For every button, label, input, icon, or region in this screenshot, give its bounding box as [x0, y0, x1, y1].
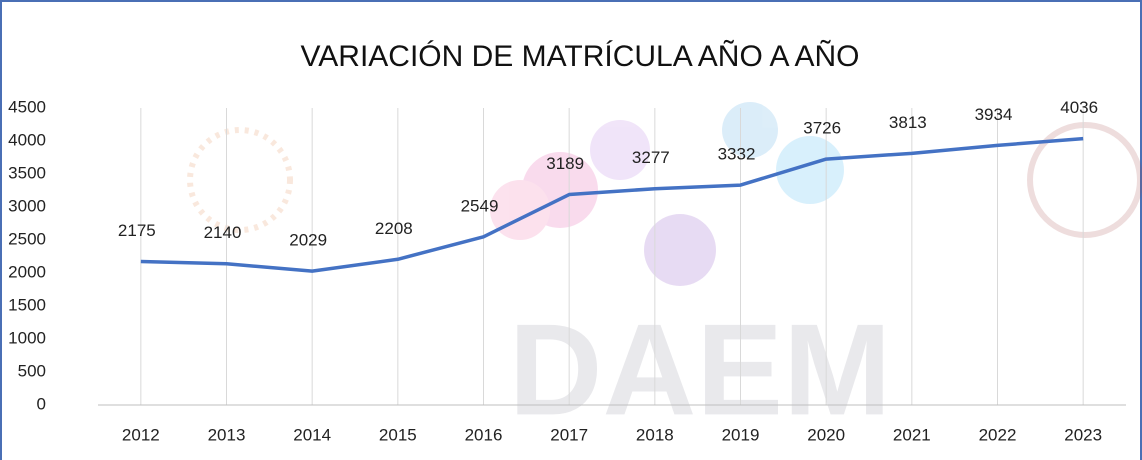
data-label: 3726 — [803, 119, 841, 138]
svg-text:DAEM: DAEM — [509, 296, 892, 442]
y-tick-label: 1000 — [8, 328, 46, 347]
y-tick-label: 2000 — [8, 262, 46, 281]
x-tick-label: 2014 — [293, 425, 331, 444]
x-tick-label: 2013 — [208, 425, 246, 444]
x-tick-label: 2020 — [807, 425, 845, 444]
data-label: 2549 — [461, 196, 499, 215]
data-label: 3189 — [546, 154, 584, 173]
x-tick-label: 2023 — [1064, 425, 1102, 444]
x-tick-label: 2021 — [893, 425, 931, 444]
x-tick-label: 2019 — [722, 425, 760, 444]
y-tick-label: 4000 — [8, 130, 46, 149]
data-label: 3332 — [718, 145, 756, 164]
data-label: 3934 — [975, 105, 1013, 124]
chart-title: VARIACIÓN DE MATRÍCULA AÑO A AÑO — [300, 39, 859, 73]
data-label: 2140 — [204, 223, 242, 242]
y-tick-label: 0 — [37, 394, 46, 413]
data-label: 2208 — [375, 219, 413, 238]
x-tick-label: 2016 — [465, 425, 503, 444]
data-label: 3277 — [632, 148, 670, 167]
data-label: 2175 — [118, 221, 156, 240]
x-tick-label: 2012 — [122, 425, 160, 444]
chart: DAEM VARIACIÓN DE MATRÍCULA AÑO A AÑO 0 5… — [0, 0, 1142, 460]
data-label: 2029 — [289, 231, 327, 250]
x-tick-label: 2022 — [979, 425, 1017, 444]
y-tick-label: 3000 — [8, 196, 46, 215]
y-tick-label: 2500 — [8, 229, 46, 248]
y-tick-label: 4500 — [8, 97, 46, 116]
data-label: 3813 — [889, 113, 927, 132]
y-tick-label: 500 — [18, 361, 46, 380]
data-label: 4036 — [1060, 98, 1098, 117]
page: {"chart_data": {"type": "line", "title":… — [0, 0, 1142, 460]
x-tick-label: 2015 — [379, 425, 417, 444]
x-tick-label: 2017 — [550, 425, 588, 444]
y-tick-label: 1500 — [8, 295, 46, 314]
x-tick-label: 2018 — [636, 425, 674, 444]
y-tick-label: 3500 — [8, 163, 46, 182]
